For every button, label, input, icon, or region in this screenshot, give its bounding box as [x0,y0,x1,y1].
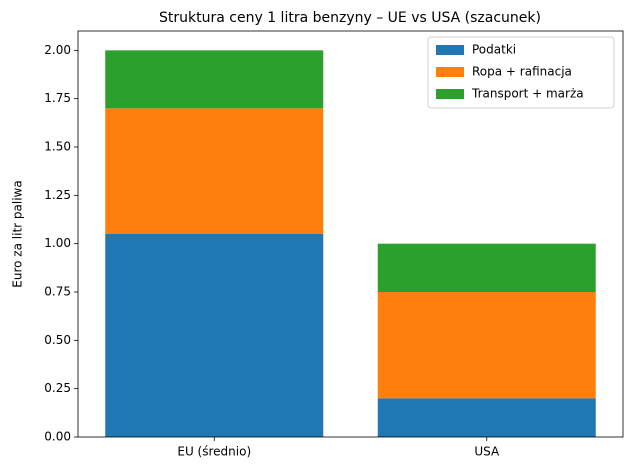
bar-segment [377,398,596,437]
legend-box [427,36,615,109]
bar-segment [377,243,596,292]
x-tick-label: USA [474,445,500,459]
y-tick-label: 2.00 [44,43,71,57]
chart-title: Struktura ceny 1 litra benzyny – UE vs U… [159,10,541,26]
axes-frame [77,30,624,438]
y-tick-label: 0.50 [44,333,71,347]
bar-segment [377,292,596,399]
legend-label: Ropa + rafinacja [472,65,572,79]
legend-swatch [436,45,464,55]
y-tick-label: 1.25 [44,188,71,202]
legend-swatch [436,67,464,77]
y-tick-label: 1.75 [44,91,71,105]
y-tick-label: 0.25 [44,381,71,395]
x-tick-label: EU (średnio) [177,445,251,459]
bar-segment [105,234,324,437]
legend-label: Transport + marża [471,87,584,101]
bar-segment [105,108,324,234]
y-axis-label: Euro za litr paliwa [11,180,25,287]
y-tick-label: 0.75 [44,285,71,299]
y-tick-label: 0.00 [44,430,71,444]
y-tick-label: 1.50 [44,140,71,154]
bar-segment [105,50,324,109]
y-tick-label: 1.00 [44,236,71,250]
legend-swatch [436,89,464,99]
legend-label: Podatki [472,43,516,57]
